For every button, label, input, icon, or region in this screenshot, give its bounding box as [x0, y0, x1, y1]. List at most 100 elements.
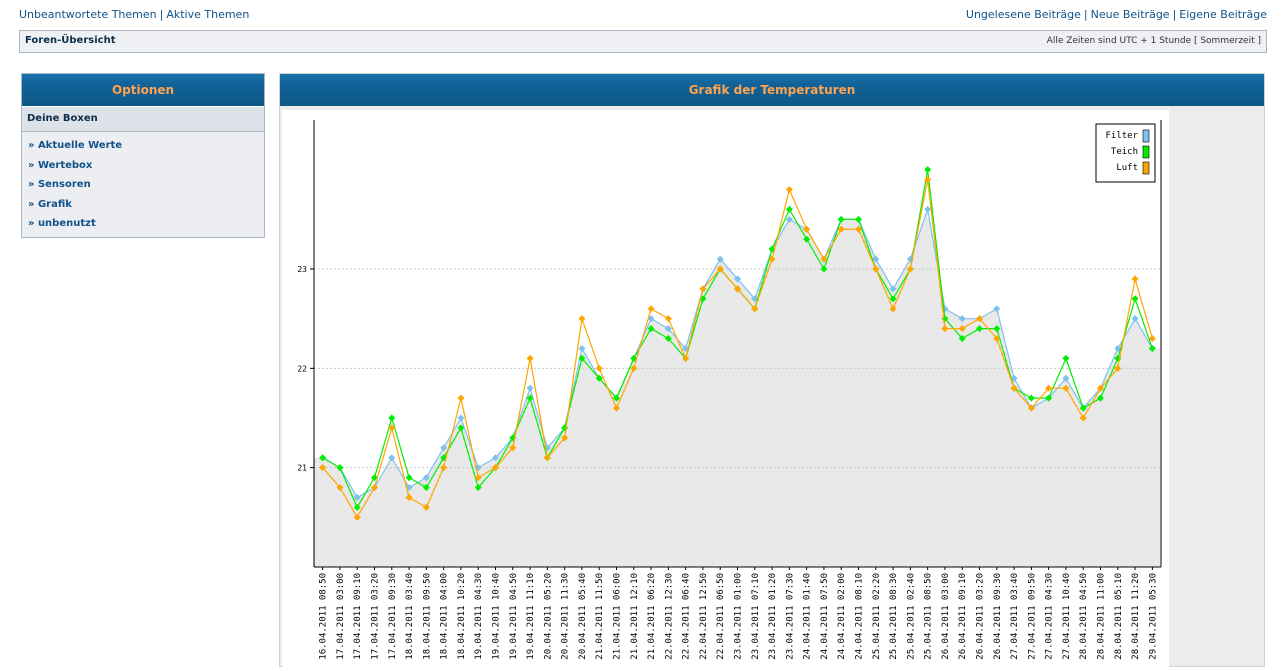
data-point: [837, 215, 845, 223]
data-point: [319, 454, 327, 462]
data-point: [405, 484, 413, 492]
x-tick-label: 23.04.2011 01:00: [734, 573, 744, 660]
sidebar-item-unused[interactable]: » unbenutzt: [28, 218, 96, 229]
data-point: [561, 434, 569, 442]
chart-legend: Filter Teich Luft: [1095, 123, 1156, 183]
data-point: [958, 315, 966, 323]
data-point: [803, 235, 811, 243]
sidebar-item-value-box[interactable]: » Wertebox: [28, 159, 93, 171]
sidebar-list: » Aktuelle Werte » Wertebox » Sensoren »…: [22, 132, 264, 236]
temperature-panel: Grafik der Temperaturen 21 22 23 16.04.2011…: [279, 73, 1265, 668]
new-posts-link[interactable]: Neue Beiträge: [1090, 8, 1170, 21]
data-point: [422, 474, 430, 482]
sidebar-item-sensors[interactable]: » Sensoren: [28, 179, 91, 190]
x-tick-label: 17.04.2011 09:30: [388, 573, 398, 660]
x-tick-label: 25.04.2011 08:30: [889, 573, 899, 660]
top-links-left: Unbeantwortete Themen | Aktive Themen: [19, 8, 249, 21]
unanswered-topics-link[interactable]: Unbeantwortete Themen: [19, 8, 157, 21]
data-point: [664, 335, 672, 343]
data-point: [595, 364, 603, 372]
data-point: [578, 344, 586, 352]
data-point: [958, 325, 966, 333]
x-tick-label: 25.04.2011 02:20: [872, 573, 882, 660]
data-point: [1131, 275, 1139, 283]
x-tick-label: 22.04.2011 06:40: [682, 573, 692, 660]
data-point: [664, 315, 672, 323]
active-topics-link[interactable]: Aktive Themen: [166, 8, 250, 21]
link-separator: |: [1083, 8, 1088, 21]
timezone-info: Alle Zeiten sind UTC + 1 Stunde [ Sommer…: [1046, 36, 1261, 46]
x-tick-label: 16.04.2011 08:50: [319, 573, 329, 660]
data-point: [906, 265, 914, 273]
data-point: [1079, 404, 1087, 412]
data-point: [526, 354, 534, 362]
chart-container: 21 22 23 16.04.2011 08:50 17.04.2011 03:00 17…: [282, 110, 1169, 668]
data-point: [993, 305, 1001, 313]
x-tick-label: 22.04.2011 06:50: [716, 573, 726, 660]
data-point: [785, 215, 793, 223]
data-point: [440, 444, 448, 452]
data-point: [578, 315, 586, 323]
link-separator: |: [159, 8, 164, 21]
x-tick-label: 19.04.2011 04:50: [509, 573, 519, 660]
navbar: Foren-Übersicht Alle Zeiten sind UTC + 1…: [19, 30, 1267, 53]
data-point: [336, 464, 344, 472]
data-point: [457, 394, 465, 402]
x-tick-label: 21.04.2011 12:10: [630, 573, 640, 660]
x-tick-label: 19.04.2011 11:10: [526, 573, 536, 660]
forum-index-link[interactable]: Foren-Übersicht: [25, 35, 116, 46]
x-tick-label: 21.04.2011 06:00: [613, 573, 623, 660]
x-tick-label: 20.04.2011 05:20: [543, 573, 553, 660]
data-point: [388, 454, 396, 462]
x-tick-label: 18.04.2011 04:00: [440, 573, 450, 660]
x-tick-label: 24.04.2011 01:40: [803, 573, 813, 660]
data-point: [595, 374, 603, 382]
data-point: [751, 305, 759, 313]
data-point: [976, 325, 983, 333]
x-tick-label: 20.04.2011 11:30: [561, 573, 571, 660]
x-tick-label: 23.04.2011 01:20: [768, 573, 778, 660]
legend-swatch: [1142, 145, 1150, 159]
data-point: [820, 265, 828, 273]
data-point: [526, 394, 534, 402]
sidebar-item-current-values[interactable]: » Aktuelle Werte: [28, 140, 123, 151]
x-tick-label: 26.04.2011 09:30: [993, 573, 1003, 660]
data-point: [837, 225, 845, 233]
x-tick-label: 21.04.2011 11:50: [595, 573, 605, 660]
legend-swatch: [1142, 161, 1150, 175]
data-point: [1131, 315, 1139, 323]
data-point: [1079, 414, 1087, 422]
data-point: [422, 484, 430, 492]
data-point: [647, 305, 655, 313]
data-point: [1045, 394, 1053, 402]
x-tick-label: 28.04.2011 04:50: [1079, 573, 1089, 660]
data-point: [492, 464, 499, 472]
data-point: [630, 364, 638, 372]
sidebar-item-graphic[interactable]: » Grafik: [28, 198, 72, 210]
sidebar-title: Optionen: [22, 74, 264, 107]
data-point: [371, 484, 378, 492]
x-tick-label: 26.04.2011 09:10: [958, 573, 968, 660]
x-tick-label: 25.04.2011 02:40: [906, 573, 916, 660]
data-point: [889, 295, 897, 303]
data-point: [924, 205, 932, 213]
unread-posts-link[interactable]: Ungelesene Beiträge: [965, 8, 1081, 21]
data-point: [543, 454, 551, 462]
data-point: [422, 503, 430, 511]
data-point: [457, 414, 465, 422]
data-point: [388, 414, 396, 422]
own-posts-link[interactable]: Eigene Beiträge: [1179, 8, 1267, 21]
data-point: [1148, 335, 1156, 343]
legend-label: Teich: [1111, 147, 1138, 157]
top-links-right: Ungelesene Beiträge | Neue Beiträge | Eigene…: [966, 8, 1267, 21]
data-point: [457, 424, 465, 432]
x-tick-label: 23.04.2011 07:10: [751, 573, 761, 660]
x-tick-label: 29.04.2011 05:30: [1148, 573, 1158, 660]
data-point: [716, 265, 724, 273]
x-tick-label: 24.04.2011 02:00: [837, 573, 847, 660]
data-point: [664, 325, 672, 333]
data-point: [509, 444, 517, 452]
data-point: [647, 315, 655, 323]
data-point: [1131, 295, 1139, 303]
data-point: [734, 275, 741, 283]
